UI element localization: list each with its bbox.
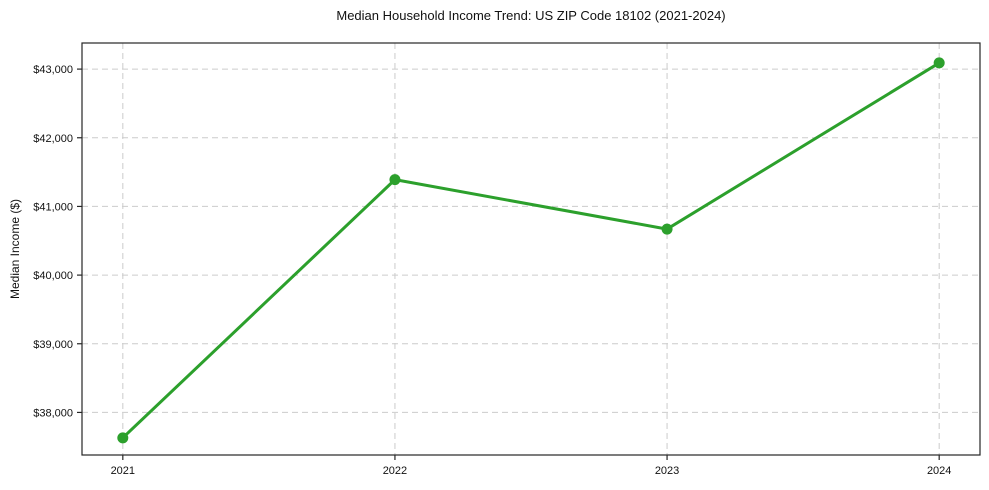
y-tick-label: $42,000 bbox=[33, 133, 73, 145]
data-point bbox=[389, 174, 401, 186]
y-tick-label: $39,000 bbox=[33, 339, 73, 351]
x-tick-label: 2024 bbox=[927, 465, 951, 477]
y-tick-label: $38,000 bbox=[33, 407, 73, 419]
y-tick-label: $41,000 bbox=[33, 201, 73, 213]
chart-title: Median Household Income Trend: US ZIP Co… bbox=[336, 8, 726, 23]
y-tick-label: $40,000 bbox=[33, 270, 73, 282]
x-tick-label: 2023 bbox=[655, 465, 679, 477]
data-point bbox=[117, 432, 129, 444]
x-tick-label: 2021 bbox=[111, 465, 135, 477]
x-tick-label: 2022 bbox=[383, 465, 407, 477]
data-point bbox=[933, 57, 945, 69]
trend-line bbox=[121, 61, 941, 440]
data-point bbox=[661, 223, 673, 235]
y-tick-label: $43,000 bbox=[33, 64, 73, 76]
y-axis-label: Median Income ($) bbox=[8, 198, 22, 300]
plot-border bbox=[81, 42, 981, 456]
